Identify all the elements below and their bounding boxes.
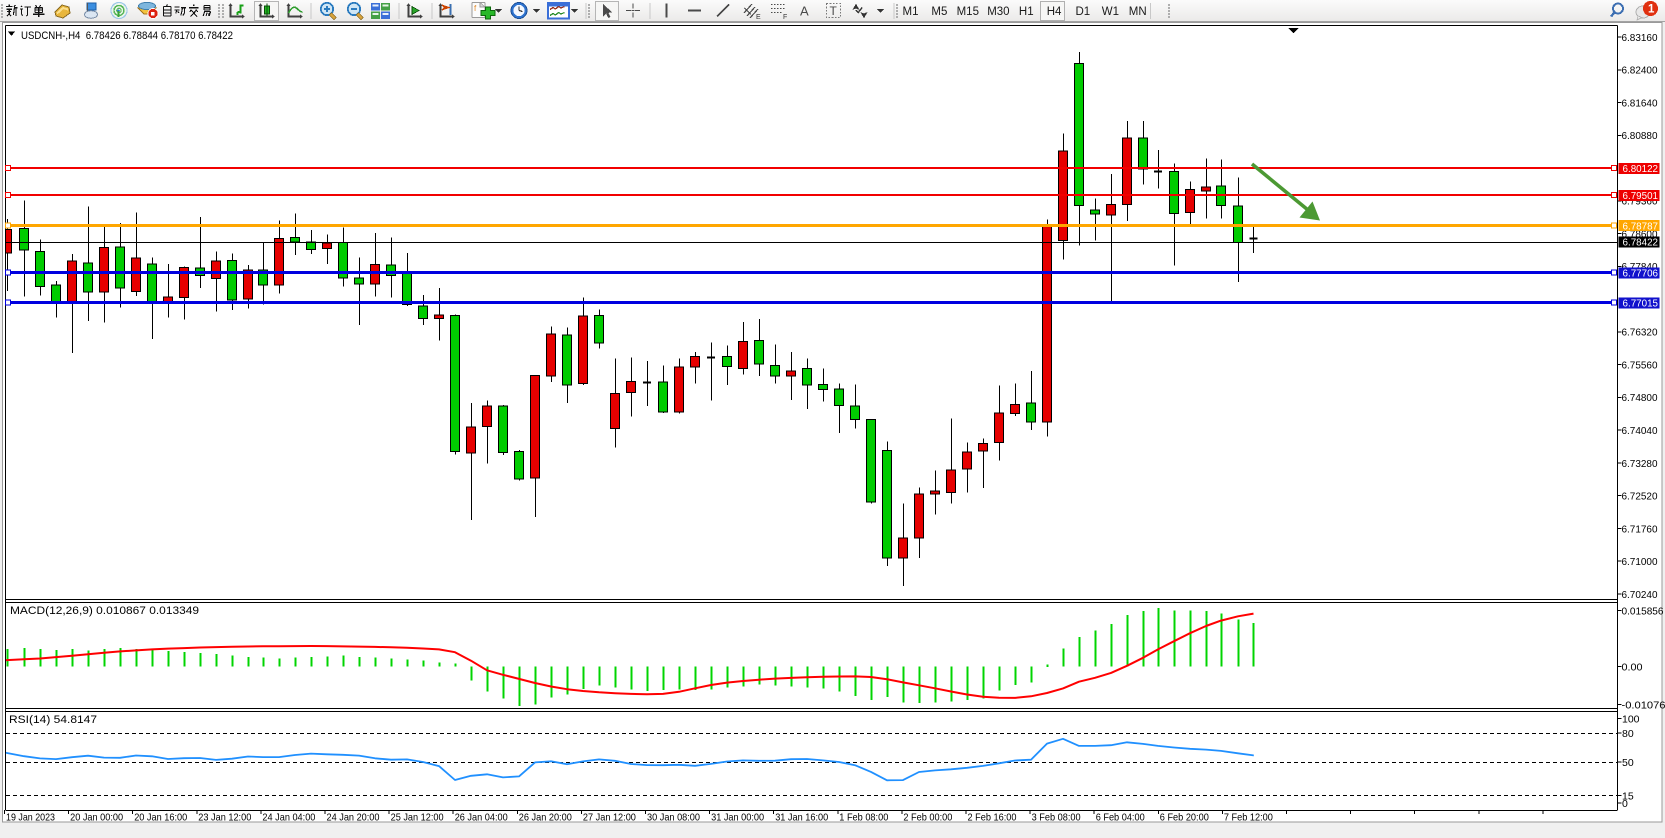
svg-text:USDCNH-,H4 6.78426 6.78844 6.: USDCNH-,H4 6.78426 6.78844 6.78170 6.784… <box>21 30 233 42</box>
svg-text:1 Feb 08:00: 1 Feb 08:00 <box>839 812 888 824</box>
svg-text:27 Jan 12:00: 27 Jan 12:00 <box>583 812 636 824</box>
svg-text:M30: M30 <box>987 6 1009 18</box>
svg-text:1: 1 <box>1648 4 1655 16</box>
svg-text:H4: H4 <box>1047 6 1062 18</box>
svg-text:80: 80 <box>1622 728 1634 740</box>
svg-text:6 Feb 20:00: 6 Feb 20:00 <box>1160 812 1209 824</box>
svg-text:H1: H1 <box>1019 6 1034 18</box>
svg-text:2 Feb 16:00: 2 Feb 16:00 <box>968 812 1017 824</box>
svg-text:6.75560: 6.75560 <box>1622 360 1658 372</box>
svg-text:RSI(14) 54.8147: RSI(14) 54.8147 <box>9 714 97 726</box>
svg-text:24 Jan 20:00: 24 Jan 20:00 <box>327 812 380 824</box>
svg-text:6.81640: 6.81640 <box>1622 97 1658 109</box>
svg-text:25 Jan 12:00: 25 Jan 12:00 <box>391 812 444 824</box>
svg-text:MN: MN <box>1129 6 1147 18</box>
svg-text:W1: W1 <box>1102 6 1119 18</box>
svg-text:6.71760: 6.71760 <box>1622 523 1658 535</box>
svg-text:D1: D1 <box>1076 6 1091 18</box>
svg-text:24 Jan 04:00: 24 Jan 04:00 <box>262 812 315 824</box>
svg-text:7 Feb 12:00: 7 Feb 12:00 <box>1224 812 1273 824</box>
svg-text:26 Jan 20:00: 26 Jan 20:00 <box>519 812 572 824</box>
svg-text:6.74040: 6.74040 <box>1622 425 1658 437</box>
svg-text:6.71000: 6.71000 <box>1622 556 1658 568</box>
svg-text:6.79501: 6.79501 <box>1623 191 1659 202</box>
svg-text:6.74800: 6.74800 <box>1622 392 1658 404</box>
svg-text:100: 100 <box>1622 713 1640 725</box>
svg-text:MACD(12,26,9) 0.010867 0.01334: MACD(12,26,9) 0.010867 0.013349 <box>10 605 199 617</box>
svg-text:50: 50 <box>1622 757 1634 769</box>
svg-text:0.015856: 0.015856 <box>1622 605 1664 617</box>
svg-text:6.70240: 6.70240 <box>1622 589 1658 601</box>
svg-text:20 Jan 00:00: 20 Jan 00:00 <box>70 812 123 824</box>
svg-text:31 Jan 00:00: 31 Jan 00:00 <box>711 812 764 824</box>
svg-text:26 Jan 04:00: 26 Jan 04:00 <box>455 812 508 824</box>
svg-text:6.73280: 6.73280 <box>1622 458 1658 470</box>
svg-text:3 Feb 08:00: 3 Feb 08:00 <box>1032 812 1081 824</box>
svg-text:M1: M1 <box>903 6 919 18</box>
svg-text:6.78422: 6.78422 <box>1623 238 1659 249</box>
svg-text:E: E <box>756 14 761 21</box>
svg-text:A: A <box>800 4 809 19</box>
svg-text:6.77015: 6.77015 <box>1623 299 1659 310</box>
svg-text:M5: M5 <box>931 6 947 18</box>
svg-text:6 Feb 04:00: 6 Feb 04:00 <box>1096 812 1145 824</box>
svg-text:6.80122: 6.80122 <box>1623 164 1659 175</box>
svg-text:6.77706: 6.77706 <box>1623 269 1659 280</box>
svg-text:F: F <box>783 14 787 21</box>
svg-text:M15: M15 <box>957 6 979 18</box>
svg-text:6.78787: 6.78787 <box>1623 221 1659 232</box>
svg-text:0.00: 0.00 <box>1622 661 1643 673</box>
svg-text:2 Feb 00:00: 2 Feb 00:00 <box>903 812 952 824</box>
svg-text:19 Jan 2023: 19 Jan 2023 <box>6 812 55 824</box>
svg-text:-0.01076: -0.01076 <box>1622 699 1665 711</box>
svg-text:23 Jan 12:00: 23 Jan 12:00 <box>198 812 251 824</box>
svg-text:31 Jan 16:00: 31 Jan 16:00 <box>775 812 828 824</box>
svg-text:6.80880: 6.80880 <box>1622 130 1658 142</box>
svg-text:30 Jan 08:00: 30 Jan 08:00 <box>647 812 700 824</box>
svg-text:0: 0 <box>1622 798 1628 810</box>
svg-text:6.83160: 6.83160 <box>1622 32 1658 44</box>
svg-text:6.72520: 6.72520 <box>1622 491 1658 503</box>
svg-text:T: T <box>830 4 838 18</box>
svg-text:20 Jan 16:00: 20 Jan 16:00 <box>134 812 187 824</box>
svg-text:6.82400: 6.82400 <box>1622 65 1658 77</box>
svg-text:6.76320: 6.76320 <box>1622 327 1658 339</box>
